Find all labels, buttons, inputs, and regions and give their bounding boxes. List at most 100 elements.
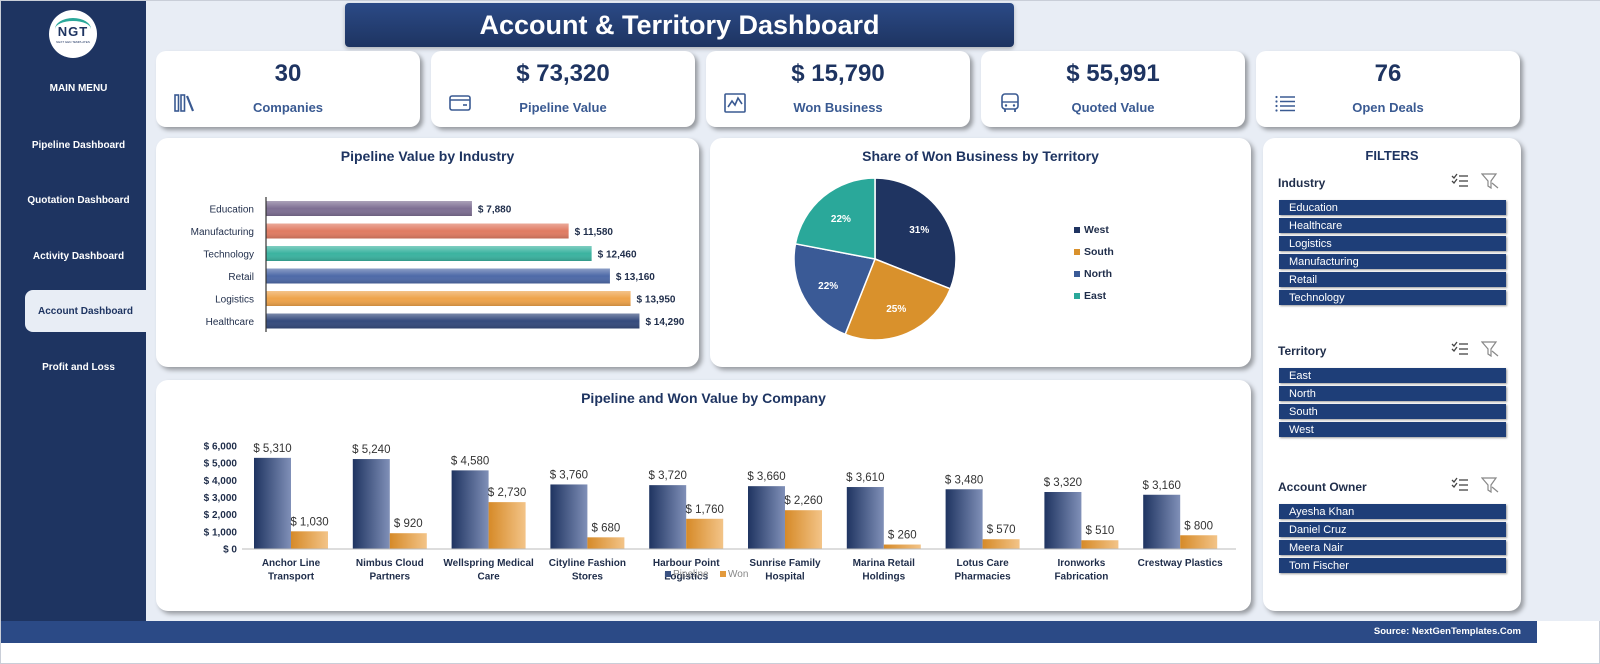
sidebar-item-quotation-dashboard[interactable]: Quotation Dashboard: [27, 195, 130, 206]
chart-title: Share of Won Business by Territory: [862, 148, 1099, 164]
sidebar-item-account-dashboard[interactable]: Account Dashboard: [25, 290, 146, 332]
bar-pipeline-anchor-line-transport: [254, 457, 291, 549]
bus-icon: [1001, 93, 1019, 112]
data-label-won-harbour-point-logistics: $ 1,760: [686, 504, 724, 516]
filter-item-logistics[interactable]: Logistics: [1279, 236, 1506, 251]
list-icon: [1275, 95, 1295, 112]
filter-item-education[interactable]: Education: [1279, 200, 1506, 215]
legend-swatch-south: [1074, 249, 1080, 255]
data-label-pipeline-nimbus-cloud-partners: $ 5,240: [352, 444, 390, 456]
pie-slice-north: [793, 242, 877, 336]
data-label-won-ironworks-fabrication: $ 510: [1086, 525, 1115, 537]
company-bar-chart: $ 0 $ 1,000 $ 2,000 $ 3,000 $ 4,000 $ 5,000 $ …: [204, 442, 1236, 583]
clear-filter-icon[interactable]: [1481, 173, 1499, 189]
territory-chart-panel: Share of Won Business by Territory 31% We…: [710, 138, 1251, 367]
page-title: Account & Territory Dashboard: [479, 9, 880, 40]
x-tick-label-nimbus-cloud-partners-line2: Partners: [370, 572, 411, 583]
legend-label-north: North: [1084, 268, 1112, 280]
line-chart-icon: [724, 93, 746, 113]
filter-item-daniel-cruz[interactable]: Daniel Cruz: [1279, 522, 1506, 537]
data-label-pipeline-wellspring-medical-care: $ 4,580: [451, 455, 489, 467]
dashboard-header: Account & Territory Dashboard: [345, 3, 1014, 47]
kpi-value: 76: [1374, 60, 1402, 87]
pie-slice-east: [794, 177, 876, 260]
legend-swatch-west: [1074, 227, 1080, 233]
bar-won-nimbus-cloud-partners: [389, 533, 427, 549]
chart-title: Pipeline and Won Value by Company: [581, 390, 826, 406]
pie-label-west: 31%: [909, 225, 929, 236]
category-label-healthcare: Healthcare: [206, 317, 255, 328]
bar-won-crestway-plastics: [1180, 535, 1218, 549]
x-tick-label-wellspring-medical-care-line2: Care: [477, 572, 500, 583]
x-tick-label-ironworks-fabrication-line2: Fabrication: [1054, 572, 1108, 583]
filter-item-east[interactable]: East: [1279, 368, 1506, 383]
filter-item-tom-fischer[interactable]: Tom Fischer: [1279, 558, 1506, 573]
legend-swatch-east: [1074, 293, 1080, 299]
data-label-pipeline-harbour-point-logistics: $ 3,720: [649, 470, 687, 482]
filters-title: FILTERS: [1365, 148, 1419, 163]
x-tick-label-lotus-care-pharmacies-line2: Pharmacies: [955, 572, 1012, 583]
kpi-card-open-deals: 76 Open Deals: [1256, 51, 1520, 127]
industry-bar-chart: Education $ 7,880 Manufacturing $ 11,580 Tec…: [191, 197, 685, 332]
clear-filter-icon[interactable]: [1481, 341, 1499, 357]
pie-label-east: 22%: [831, 214, 851, 225]
filter-item-retail[interactable]: Retail: [1279, 272, 1506, 287]
filter-header-industry: Industry: [1278, 176, 1326, 190]
x-tick-label-crestway-plastics-line1: Crestway Plastics: [1138, 558, 1223, 569]
logo-swoosh: [55, 18, 91, 40]
x-tick-label-ironworks-fabrication-line1: Ironworks: [1058, 558, 1106, 569]
bar-shine-technology: [266, 246, 592, 261]
bar-pipeline-nimbus-cloud-partners: [352, 459, 390, 549]
bar-shine-logistics: [266, 291, 631, 306]
data-label-pipeline-crestway-plastics: $ 3,160: [1143, 480, 1181, 492]
data-label-pipeline-cityline-fashion-stores: $ 3,760: [550, 469, 588, 481]
y-tick-label-4000: $ 4,000: [204, 476, 238, 487]
filter-header-territory: Territory: [1278, 344, 1327, 358]
kpi-card-won-business: $ 15,790 Won Business: [706, 51, 970, 127]
kpi-card-companies: 30 Companies: [156, 51, 420, 127]
y-tick-label-2000: $ 2,000: [204, 510, 238, 521]
sidebar-item-pipeline-dashboard[interactable]: Pipeline Dashboard: [31, 140, 126, 151]
multi-select-icon[interactable]: [1451, 341, 1469, 357]
data-label-education: $ 7,880: [478, 205, 512, 216]
legend-swatch-won: [720, 571, 726, 577]
bar-pipeline-sunrise-family-hospital: [748, 486, 785, 549]
filter-item-meera-nair[interactable]: Meera Nair: [1279, 540, 1506, 555]
data-label-won-wellspring-medical-care: $ 2,730: [488, 487, 526, 499]
data-label-healthcare: $ 14,290: [645, 317, 684, 328]
filter-item-ayesha-khan[interactable]: Ayesha Khan: [1279, 504, 1506, 519]
filter-item-north[interactable]: North: [1279, 386, 1506, 401]
clear-filter-icon[interactable]: [1481, 477, 1499, 493]
multi-select-icon[interactable]: [1451, 173, 1469, 189]
legend-label-south: South: [1084, 246, 1114, 258]
data-label-won-anchor-line-transport: $ 1,030: [290, 516, 328, 528]
y-tick-label-1000: $ 1,000: [204, 527, 238, 538]
bar-pipeline-ironworks-fabrication: [1044, 492, 1082, 549]
filter-item-manufacturing[interactable]: Manufacturing: [1279, 254, 1506, 269]
sidebar-item-profit-and-loss[interactable]: Profit and Loss: [42, 362, 115, 373]
kpi-card-pipeline-value: $ 73,320 Pipeline Value: [431, 51, 695, 127]
sidebar-item-activity-dashboard[interactable]: Activity Dashboard: [32, 251, 125, 262]
books-icon: [174, 94, 195, 112]
legend-swatch-north: [1074, 271, 1080, 277]
filter-item-healthcare[interactable]: Healthcare: [1279, 218, 1506, 233]
kpi-value: $ 15,790: [791, 60, 885, 87]
filter-item-south[interactable]: South: [1279, 404, 1506, 419]
pie-slice-west: [874, 177, 957, 290]
multi-select-icon[interactable]: [1451, 477, 1469, 493]
filters-panel: FILTERS Industry Education Healthcare Lo…: [1263, 138, 1521, 611]
company-chart-panel: Pipeline and Won Value by Company $ 0 $ 1…: [156, 380, 1251, 611]
data-label-won-cityline-fashion-stores: $ 680: [592, 522, 621, 534]
industry-chart-panel: Pipeline Value by Industry Education $ 7,…: [156, 138, 699, 367]
data-label-won-lotus-care-pharmacies: $ 570: [987, 524, 1016, 536]
bar-won-wellspring-medical-care: [488, 502, 526, 549]
footer-source: Source: NextGenTemplates.Com: [1373, 626, 1521, 637]
bar-shine-manufacturing: [266, 223, 569, 239]
bar-pipeline-crestway-plastics: [1143, 494, 1181, 549]
legend-label-pipeline: Pipeline: [673, 569, 709, 580]
filter-item-technology[interactable]: Technology: [1279, 290, 1506, 305]
data-label-pipeline-sunrise-family-hospital: $ 3,660: [747, 471, 785, 483]
data-label-pipeline-ironworks-fabrication: $ 3,320: [1044, 477, 1082, 489]
filter-item-west[interactable]: West: [1279, 422, 1506, 437]
